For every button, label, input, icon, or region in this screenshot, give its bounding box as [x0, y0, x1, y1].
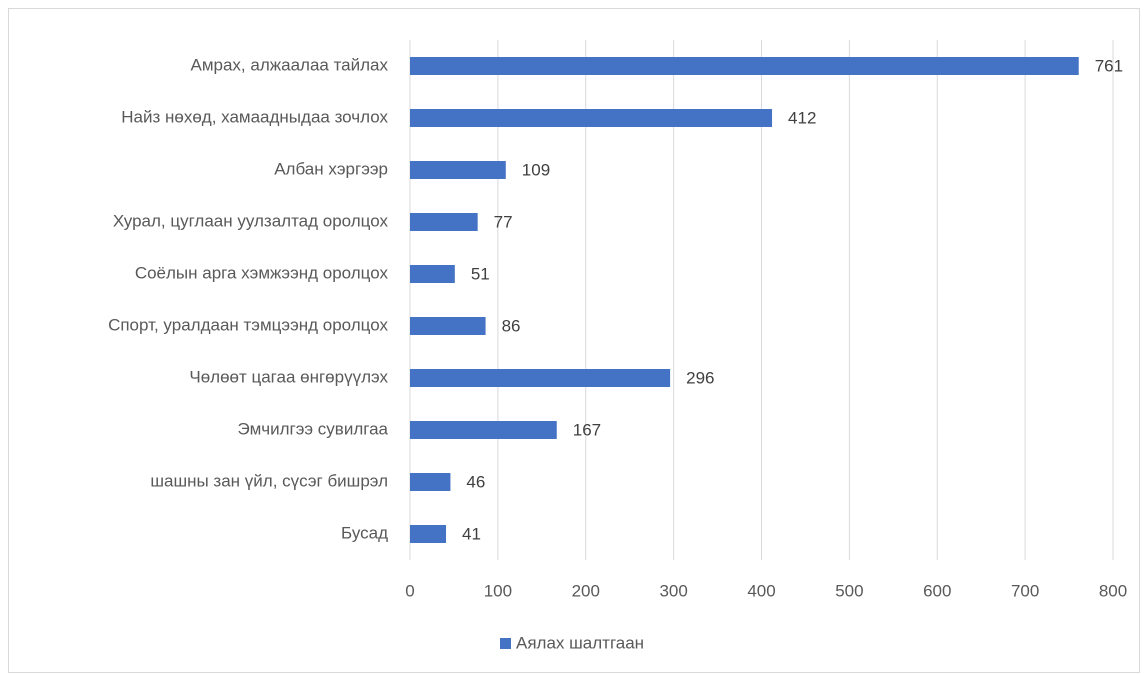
data-label: 109: [522, 160, 550, 179]
y-tick-label: Амрах, алжаалаа тайлах: [190, 55, 388, 74]
bar: [410, 369, 671, 387]
x-tick-label: 300: [659, 581, 687, 600]
x-tick-label: 400: [747, 581, 775, 600]
x-tick-label: 100: [484, 581, 512, 600]
data-label: 296: [686, 368, 714, 387]
y-tick-label: Спорт, уралдаан тэмцээнд оролцох: [108, 315, 388, 334]
bar: [410, 525, 447, 543]
x-tick-label: 0: [405, 581, 414, 600]
data-label: 41: [462, 524, 481, 543]
chart-border: [8, 8, 1140, 673]
data-label: 86: [502, 316, 521, 335]
x-tick-label: 800: [1099, 581, 1127, 600]
bar: [410, 213, 478, 231]
bar: [410, 265, 455, 283]
y-tick-label: Соёлын арга хэмжээнд оролцох: [135, 263, 389, 282]
x-tick-label: 600: [923, 581, 951, 600]
bar: [410, 317, 486, 335]
bar: [410, 57, 1079, 75]
data-label: 46: [466, 472, 485, 491]
bar: [410, 421, 557, 439]
y-tick-label: Чөлөөт цагаа өнгөрүүлэх: [189, 367, 388, 386]
y-tick-label: шашны зан үйл, сүсэг бишрэл: [150, 471, 388, 490]
legend-label: Аялах шалтгаан: [516, 633, 644, 652]
legend-swatch: [500, 638, 511, 649]
x-tick-label: 500: [835, 581, 863, 600]
bar: [410, 473, 451, 491]
x-tick-label: 200: [572, 581, 600, 600]
bar: [410, 161, 506, 179]
data-label: 761: [1095, 56, 1123, 75]
bar: [410, 109, 773, 127]
y-tick-label: Эмчилгээ сувилгаа: [238, 419, 389, 438]
data-label: 77: [494, 212, 513, 231]
data-label: 412: [788, 108, 816, 127]
y-tick-label: Бусад: [341, 523, 388, 542]
data-label: 167: [573, 420, 601, 439]
x-tick-label: 700: [1011, 581, 1039, 600]
y-tick-label: Найз нөхөд, хамаадныдаа зочлох: [121, 107, 388, 126]
y-tick-label: Хурал, цуглаан уулзалтад оролцох: [113, 211, 389, 230]
data-label: 51: [471, 264, 490, 283]
y-tick-label: Албан хэргээр: [274, 159, 388, 178]
